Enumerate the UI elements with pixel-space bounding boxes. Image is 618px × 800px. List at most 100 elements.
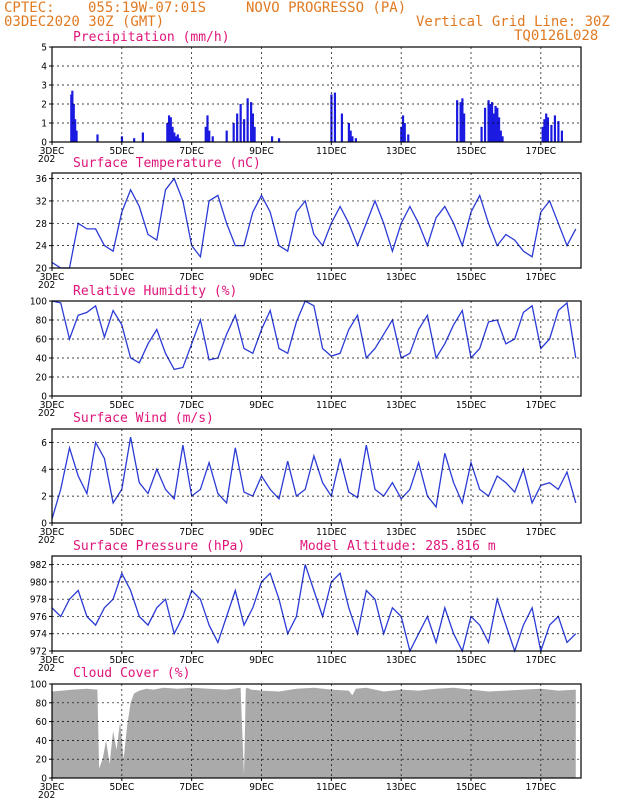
rh-ytick-label: 0 xyxy=(41,392,47,403)
precip-ytick-label: 2 xyxy=(41,100,47,111)
cloud-title: Cloud Cover (%) xyxy=(73,666,190,681)
rh-frame xyxy=(51,300,582,397)
rh-series-line xyxy=(51,300,577,371)
cloud-xtick-label: 17DEC xyxy=(526,782,556,793)
temp-xtick-label: 15DEC xyxy=(456,272,486,283)
precip-bar xyxy=(277,138,281,142)
precip-bar xyxy=(243,119,246,142)
precip-bar xyxy=(250,102,253,142)
temp-ytick-label: 28 xyxy=(36,219,48,230)
cloud-xtick-label: 9DEC xyxy=(249,782,274,793)
pressure-series-line xyxy=(51,564,577,654)
precip-xtick-label: 7DEC xyxy=(179,146,204,157)
wind-xtick-label: 17DEC xyxy=(526,527,556,538)
precip-xtick-label: 5DEC xyxy=(110,146,135,157)
precip-bar xyxy=(208,130,211,142)
rh-ytick-label: 60 xyxy=(36,335,48,346)
cloud-ytick-label: 100 xyxy=(30,680,47,691)
pressure-title: Surface Pressure (hPa) xyxy=(73,539,245,554)
rh-panel: 0 20 40 60 80 100 3DEC 5DEC 7DEC 9DEC 11DEC 13DEC 15… xyxy=(30,297,582,419)
precip-bar xyxy=(141,132,144,142)
precip-bar xyxy=(560,130,563,142)
wind-xtick-label: 9DEC xyxy=(249,527,274,538)
precip-xtick-label: 17DEC xyxy=(526,146,556,157)
cloud-xtick-label: 7DEC xyxy=(179,782,204,793)
cloud-ytick-label: 40 xyxy=(36,736,48,747)
precip-bar xyxy=(178,138,181,142)
rh-xtick-label: 15DEC xyxy=(456,400,486,411)
cloud-ytick-label: 20 xyxy=(36,755,48,766)
rh-xtick-label: 5DEC xyxy=(110,400,135,411)
precip-xtick-label: 3DEC xyxy=(40,146,65,157)
pressure-ytick-label: 976 xyxy=(30,612,47,623)
temp-xtick-label: 3DEC xyxy=(40,272,65,283)
header-coords: 055:19W-07:01S xyxy=(88,0,206,16)
cloud-ytick-label: 80 xyxy=(36,698,48,709)
precip-title: Precipitation (mm/h) xyxy=(73,30,230,45)
rh-xtick-label: 9DEC xyxy=(249,400,274,411)
rh-ytick-label: 40 xyxy=(36,354,48,365)
pressure-year-label: 202 xyxy=(38,663,55,674)
precip-ytick-label: 5 xyxy=(41,43,47,54)
precip-bar xyxy=(211,136,214,142)
precip-ytick-label: 4 xyxy=(41,62,47,73)
precip-ytick-label: 3 xyxy=(41,81,47,92)
cloud-panel: 0 20 40 60 80 100 3DEC 5DEC 7DEC 9DEC 11DEC 13DEC 15… xyxy=(30,680,582,800)
rh-xtick-label: 7DEC xyxy=(179,400,204,411)
precip-bar xyxy=(167,115,171,142)
precip-bar xyxy=(174,136,178,142)
precip-bar xyxy=(492,113,495,142)
precip-bar xyxy=(483,107,487,142)
precip-bar xyxy=(204,126,207,142)
precip-bar xyxy=(501,136,504,142)
pressure-ytick-label: 972 xyxy=(30,647,47,658)
temp-xtick-label: 13DEC xyxy=(386,272,416,283)
precip-bar xyxy=(71,90,74,142)
wind-xtick-label: 13DEC xyxy=(386,527,416,538)
precip-bar xyxy=(251,113,254,142)
wind-series-line xyxy=(51,436,577,520)
precip-bar xyxy=(546,117,550,142)
rh-xtick-label: 17DEC xyxy=(526,400,556,411)
precip-bar xyxy=(553,115,557,142)
precip-bar xyxy=(96,134,99,142)
precip-bar xyxy=(557,121,560,142)
header-location: NOVO PROGRESSO (PA) xyxy=(246,0,406,16)
rh-year-label: 202 xyxy=(38,408,55,419)
wind-year-label: 202 xyxy=(38,535,55,546)
wind-ytick-label: 2 xyxy=(41,492,47,503)
precip-bar xyxy=(461,98,464,142)
header-init-time: 03DEC2020 30Z (GMT) xyxy=(4,14,164,30)
precip-bar xyxy=(545,113,548,142)
precip-bar xyxy=(169,117,172,142)
precip-bar xyxy=(206,115,209,142)
precip-bar xyxy=(403,123,406,142)
precip-bar xyxy=(463,113,466,142)
cloud-area xyxy=(52,687,576,778)
pressure-xtick-label: 11DEC xyxy=(316,655,346,666)
wind-panel: 0 2 4 6 3DEC 5DEC 7DEC 9DEC 11DEC 13DEC 15DEC 17DEC… xyxy=(38,428,582,546)
rh-xtick-label: 11DEC xyxy=(316,400,346,411)
precip-bar xyxy=(541,126,544,142)
precip-bar xyxy=(497,117,501,142)
precip-bar xyxy=(489,104,492,142)
rh-ytick-label: 20 xyxy=(36,373,48,384)
wind-xtick-label: 3DEC xyxy=(40,527,65,538)
header-code: TQ0126L028 xyxy=(514,28,598,44)
cloud-xtick-label: 15DEC xyxy=(456,782,486,793)
precip-bar xyxy=(173,132,176,142)
temp-xtick-label: 5DEC xyxy=(110,272,135,283)
cloud-frame xyxy=(51,683,582,779)
precip-bar xyxy=(232,123,235,142)
pressure-ytick-label: 974 xyxy=(30,629,47,640)
wind-ytick-label: 6 xyxy=(41,438,47,449)
precip-bar xyxy=(550,124,553,142)
precip-bar xyxy=(333,92,337,142)
temp-xtick-label: 11DEC xyxy=(316,272,346,283)
wind-ytick-label: 4 xyxy=(41,465,47,476)
precip-bar xyxy=(347,123,350,142)
precip-xtick-label: 13DEC xyxy=(386,146,416,157)
rh-ytick-label: 100 xyxy=(30,297,47,308)
cloud-xtick-label: 11DEC xyxy=(316,782,346,793)
